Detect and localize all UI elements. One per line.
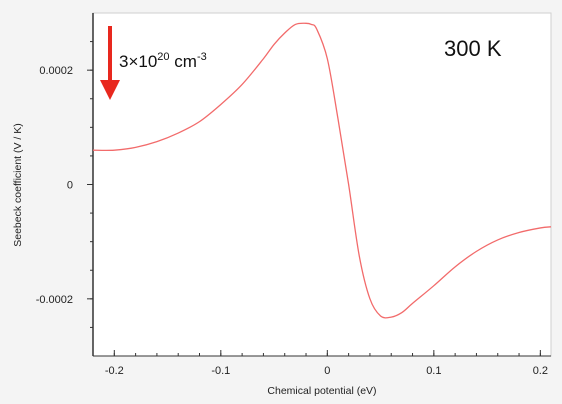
downward-arrow-icon [100,26,120,100]
x-tick-label: 0 [324,365,330,377]
x-tick-label: -0.2 [105,365,124,377]
y-tick-label: -0.0002 [36,294,73,306]
temperature-label: 300 K [444,36,502,61]
y-axis-ticks: 0.0002 0 -0.0002 [36,41,93,328]
y-axis-title: Seebeck coefficient (V / K) [12,123,24,247]
x-tick-label: 0.1 [426,365,441,377]
seebeck-curve [92,22,552,319]
concentration-label: 3×1020 cm-3 [119,51,207,71]
x-tick-label: 0.2 [533,365,548,377]
y-tick-label: 0.0002 [39,65,73,77]
y-tick-label: 0 [67,180,73,192]
x-axis-ticks: -0.2 -0.1 0 0.1 0.2 [92,350,548,377]
x-tick-label: -0.1 [211,365,230,377]
x-axis-title: Chemical potential (eV) [267,385,376,397]
plot-frame [92,12,552,357]
